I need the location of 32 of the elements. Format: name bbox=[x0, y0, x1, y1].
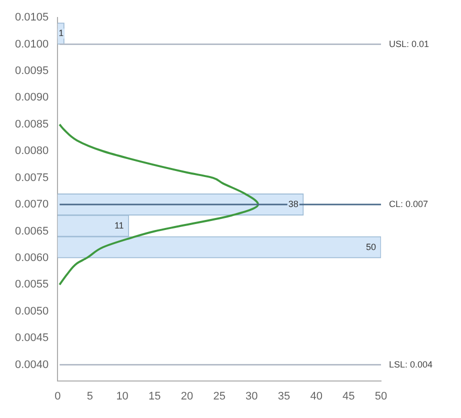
y-tick-label: 0.0060 bbox=[14, 252, 49, 264]
ref-line-label: LSL: 0.004 bbox=[389, 359, 433, 370]
y-tick-label: 0.0090 bbox=[14, 92, 49, 104]
x-tick-label: 30 bbox=[246, 390, 258, 402]
y-tick-label: 0.0045 bbox=[14, 332, 49, 344]
ref-line-label: USL: 0.01 bbox=[389, 38, 430, 49]
y-tick-label: 0.0050 bbox=[14, 305, 49, 318]
y-tick-label: 0.0080 bbox=[14, 145, 49, 158]
data-label: 1 bbox=[58, 28, 64, 38]
y-tick-label: 0.0105 bbox=[14, 12, 49, 24]
data-label: 11 bbox=[114, 220, 124, 230]
x-tick-label: 0 bbox=[54, 390, 61, 402]
y-tick-label: 0.0085 bbox=[14, 118, 49, 130]
ref-line-label: CL: 0.007 bbox=[389, 199, 428, 210]
y-tick-label: 0.0070 bbox=[14, 198, 49, 211]
y-tick-label: 0.0100 bbox=[14, 38, 49, 50]
y-tick-label: 0.0040 bbox=[14, 358, 49, 371]
x-tick-label: 15 bbox=[148, 390, 161, 402]
data-label: 50 bbox=[366, 242, 376, 252]
data-label: 38 bbox=[288, 199, 298, 210]
y-tick-label: 0.0075 bbox=[14, 172, 49, 184]
x-tick-label: 40 bbox=[310, 390, 322, 402]
x-tick-label: 35 bbox=[278, 390, 290, 402]
y-tick-label: 0.0055 bbox=[14, 278, 49, 291]
y-tick-label: 0.0065 bbox=[14, 225, 49, 238]
x-tick-label: 5 bbox=[86, 390, 94, 402]
y-tick-label: 0.0095 bbox=[14, 65, 49, 78]
x-tick-label: 10 bbox=[116, 390, 128, 402]
x-tick-label: 25 bbox=[213, 390, 226, 402]
x-tick-label: 20 bbox=[180, 390, 194, 402]
x-tick-label: 50 bbox=[374, 390, 388, 402]
x-tick-label: 45 bbox=[342, 390, 355, 402]
